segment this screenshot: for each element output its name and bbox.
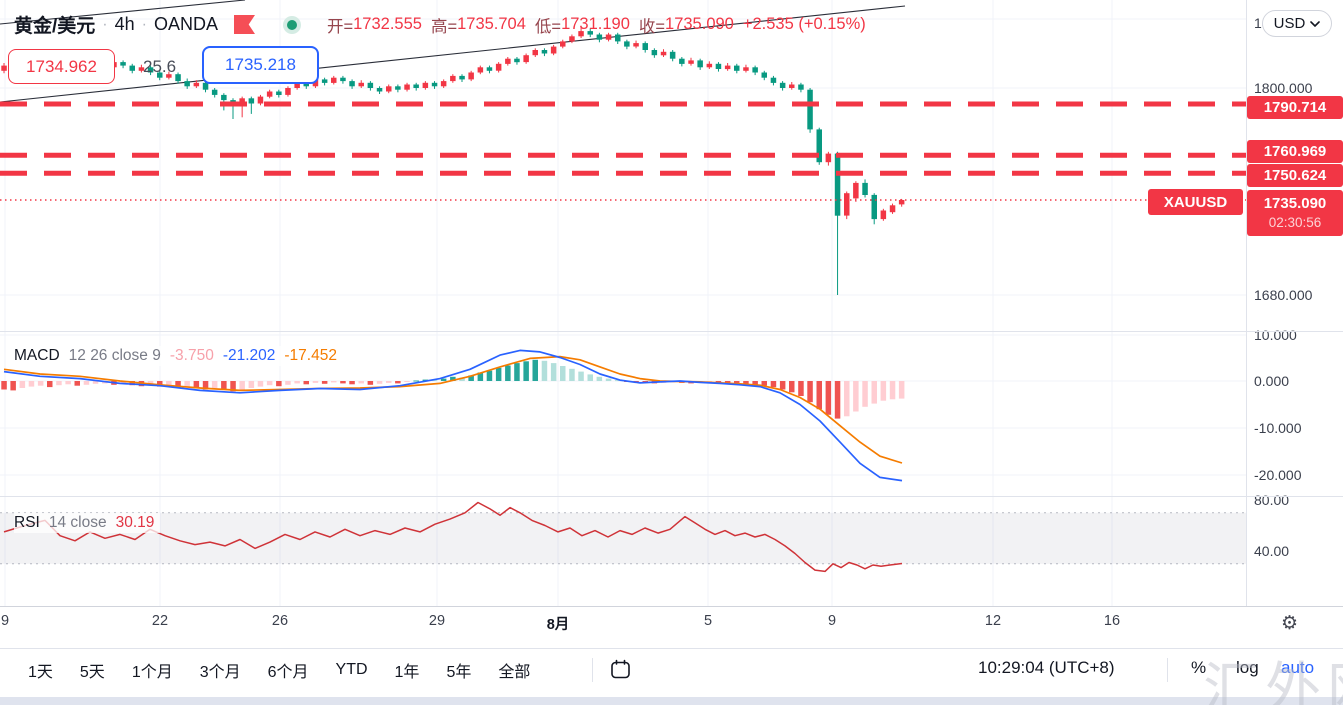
close-label: 收= — [638, 17, 666, 36]
drawing-price-label-left[interactable]: 1734.962 — [8, 49, 115, 84]
log-scale-button[interactable]: log — [1236, 658, 1259, 677]
level-price-badge: 1750.624 — [1247, 164, 1343, 187]
macd-axis-label: 0.000 — [1254, 373, 1290, 389]
price-pane-canvas[interactable] — [0, 0, 1246, 331]
axis-label: 1800.000 — [1254, 80, 1313, 96]
range-button-8[interactable]: 全部 — [498, 663, 531, 681]
drawing-price-label-right[interactable]: 1735.218 — [202, 46, 319, 84]
range-button-1[interactable]: 5天 — [79, 663, 105, 681]
last-price-badge: 1735.090 02:30:56 — [1247, 190, 1343, 236]
macd-axis-label: -10.000 — [1254, 420, 1302, 436]
time-axis-label: 9 — [827, 613, 837, 629]
time-axis[interactable]: 9 22 26 29 8月 5 9 12 16 ⚙ — [0, 607, 1343, 648]
time-axis-label: 22 — [151, 613, 169, 629]
last-price-value: 1735.090 — [1263, 195, 1327, 213]
high-label: 高= — [430, 17, 458, 36]
market-status-icon — [282, 15, 301, 34]
level-price-badge: 1790.714 — [1247, 96, 1343, 119]
chevron-down-icon — [1310, 20, 1321, 27]
interval-label[interactable]: 4h — [114, 14, 135, 34]
rsi-title: RSI — [14, 514, 40, 531]
separator-dot: · — [102, 15, 108, 33]
macd-axis-label: -20.000 — [1254, 467, 1302, 483]
low-value: 1731.190 — [561, 15, 630, 33]
toolbar-divider — [1167, 658, 1168, 682]
close-value: 1735.090 — [665, 15, 734, 33]
time-axis-label: 5 — [703, 613, 713, 629]
calendar-icon — [611, 659, 630, 679]
open-value: 1732.555 — [353, 15, 422, 33]
toolbar-divider — [592, 658, 593, 682]
chart-header: 黄金/美元 · 4h · OANDA 开= 1732.555 高= 1735.704… — [14, 11, 866, 38]
range-button-7[interactable]: 5年 — [446, 663, 472, 681]
timeline-separator — [0, 606, 1343, 607]
low-label: 低= — [534, 17, 562, 36]
high-value: 1735.704 — [457, 15, 526, 33]
separator-dot: · — [141, 15, 147, 33]
range-buttons: 1天 5天 1个月 3个月 6个月 YTD 1年 5年 全部 — [28, 649, 530, 690]
rsi-params: 14 close — [48, 514, 107, 531]
macd-axis-label: 10.000 — [1254, 327, 1297, 343]
macd-params: 12 26 close 9 — [68, 347, 161, 364]
level-price-badge: 1760.969 — [1247, 140, 1343, 163]
symbol-badge: XAUUSD — [1148, 189, 1243, 215]
axis-label: 1680.000 — [1254, 287, 1313, 303]
rsi-axis-label: 40.00 — [1254, 543, 1290, 559]
bottom-toolbar: 1天 5天 1个月 3个月 6个月 YTD 1年 5年 全部 10:29:04 (UTC+8) … — [0, 648, 1343, 697]
go-to-date-button[interactable] — [610, 659, 631, 680]
range-button-4[interactable]: 6个月 — [267, 663, 309, 681]
rsi-pane-canvas[interactable] — [0, 496, 1246, 606]
symbol-title[interactable]: 黄金/美元 — [14, 16, 96, 37]
rsi-value: 30.19 — [115, 514, 155, 531]
range-button-0[interactable]: 1天 — [28, 663, 53, 681]
ohlc-readout: 开= 1732.555 高= 1735.704 低= 1731.190 收= 1735.… — [327, 13, 866, 37]
range-button-6[interactable]: 1年 — [394, 663, 420, 681]
macd-pane-canvas[interactable] — [0, 331, 1246, 496]
range-button-5[interactable]: YTD — [335, 660, 368, 678]
time-axis-label: 16 — [1103, 613, 1121, 629]
bar-countdown: 02:30:56 — [1268, 215, 1322, 231]
page-background-strip — [0, 697, 1343, 705]
flag-logo-icon — [233, 15, 255, 34]
rsi-indicator-title[interactable]: RSI 14 close 30.19 — [14, 513, 161, 533]
macd-title: MACD — [14, 347, 60, 364]
time-axis-label: 12 — [984, 613, 1002, 629]
percent-scale-button[interactable]: % — [1191, 658, 1207, 677]
change-value: +2.535 (+0.15%) — [742, 15, 866, 33]
rsi-axis-label: 80.00 — [1254, 492, 1290, 508]
pane-separator[interactable] — [0, 496, 1343, 497]
session-clock[interactable]: 10:29:04 (UTC+8) — [978, 658, 1115, 677]
auto-scale-button[interactable]: auto — [1281, 658, 1315, 677]
open-label: 开= — [326, 17, 354, 36]
time-axis-label: 26 — [271, 613, 289, 629]
time-axis-label: 8月 — [546, 617, 570, 633]
time-axis-label: 29 — [428, 613, 446, 629]
macd-hist-value: -3.750 — [169, 347, 214, 364]
currency-label: USD — [1273, 15, 1306, 32]
currency-button[interactable]: USD — [1262, 10, 1332, 37]
macd-signal-value: -17.452 — [284, 347, 337, 364]
pane-separator[interactable] — [0, 331, 1343, 332]
exchange-label: OANDA — [153, 14, 218, 34]
macd-line-value: -21.202 — [222, 347, 276, 364]
range-button-3[interactable]: 3个月 — [199, 663, 241, 681]
macd-indicator-title[interactable]: MACD 12 26 close 9 -3.750 -21.202 -17.45… — [14, 346, 343, 366]
gear-icon[interactable]: ⚙ — [1281, 613, 1299, 634]
range-button-2[interactable]: 1个月 — [131, 663, 173, 681]
drawing-angle-label: 25.6 — [143, 57, 177, 76]
time-axis-label: 9 — [0, 613, 10, 629]
